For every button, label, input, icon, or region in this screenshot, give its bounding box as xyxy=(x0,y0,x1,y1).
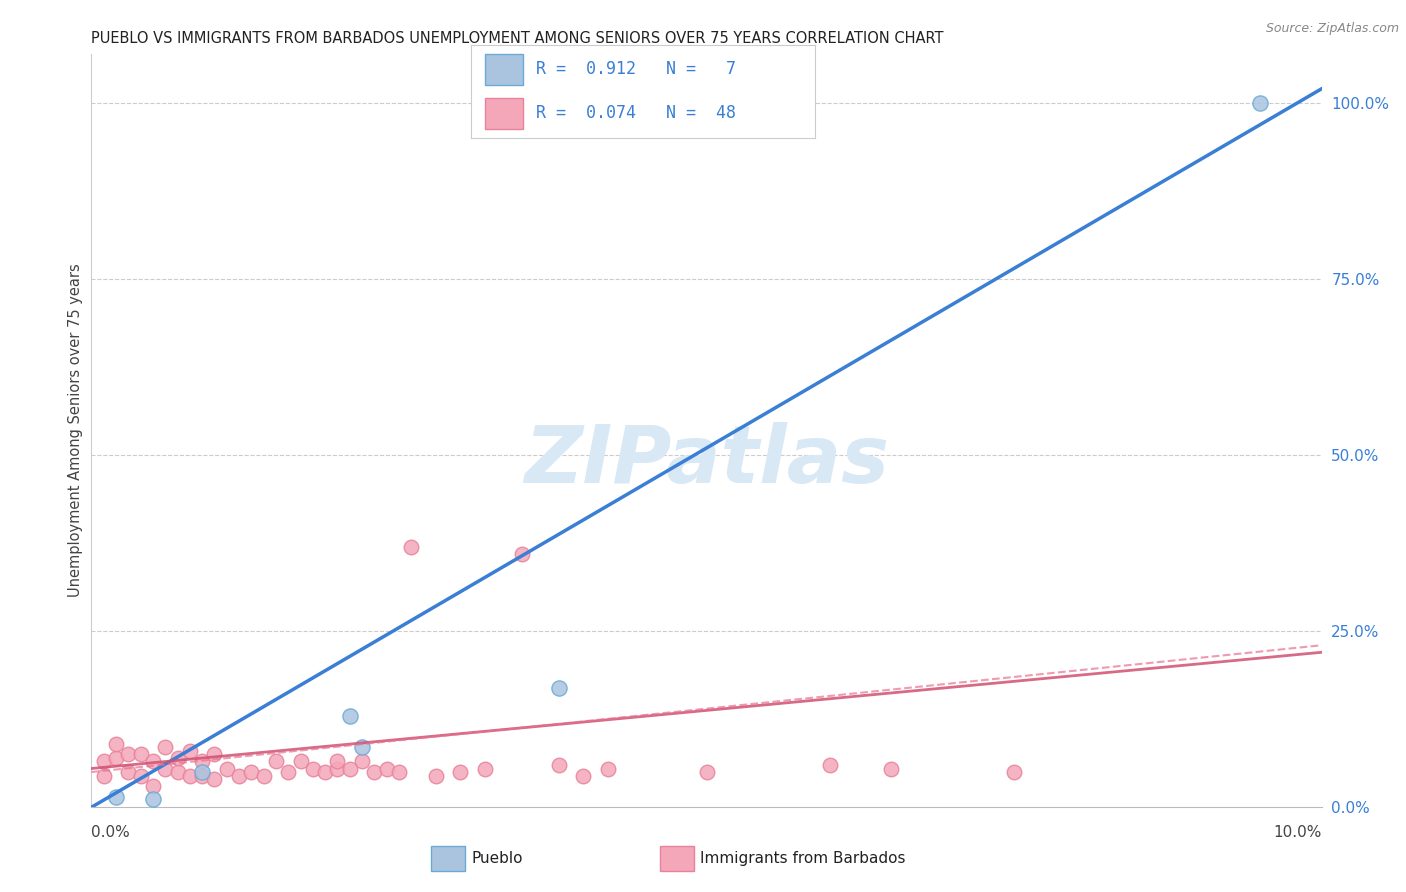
Point xyxy=(264,755,287,769)
Text: R =  0.074   N =  48: R = 0.074 N = 48 xyxy=(537,104,737,122)
Point xyxy=(93,755,115,769)
Point xyxy=(179,744,201,758)
Point xyxy=(474,762,496,776)
Point xyxy=(117,747,139,762)
Point xyxy=(191,755,214,769)
Text: PUEBLO VS IMMIGRANTS FROM BARBADOS UNEMPLOYMENT AMONG SENIORS OVER 75 YEARS CORR: PUEBLO VS IMMIGRANTS FROM BARBADOS UNEMP… xyxy=(91,31,943,46)
Point xyxy=(352,740,374,755)
Point xyxy=(202,747,225,762)
Y-axis label: Unemployment Among Seniors over 75 years: Unemployment Among Seniors over 75 years xyxy=(67,263,83,598)
Text: 0.0%: 0.0% xyxy=(91,825,131,839)
Point xyxy=(1249,95,1271,110)
Point xyxy=(352,755,374,769)
Point xyxy=(191,765,214,780)
Point xyxy=(301,762,323,776)
Point xyxy=(191,768,214,782)
Point xyxy=(129,747,152,762)
Point xyxy=(105,751,127,765)
FancyBboxPatch shape xyxy=(485,54,523,85)
Point xyxy=(142,792,165,806)
Point xyxy=(93,768,115,782)
Point xyxy=(277,765,299,780)
Text: Pueblo: Pueblo xyxy=(471,851,523,866)
Point xyxy=(166,751,188,765)
FancyBboxPatch shape xyxy=(430,847,465,871)
Point xyxy=(596,762,619,776)
Point xyxy=(399,540,422,554)
Point xyxy=(215,762,238,776)
Point xyxy=(547,758,569,772)
Text: ZIPatlas: ZIPatlas xyxy=(524,422,889,500)
Point xyxy=(142,779,165,793)
Point xyxy=(202,772,225,786)
Point xyxy=(252,768,274,782)
Text: Immigrants from Barbados: Immigrants from Barbados xyxy=(700,851,905,866)
Point xyxy=(228,768,250,782)
Point xyxy=(388,765,411,780)
FancyBboxPatch shape xyxy=(485,98,523,129)
Point xyxy=(105,789,127,804)
Text: 10.0%: 10.0% xyxy=(1274,825,1322,839)
Point xyxy=(375,762,398,776)
Point xyxy=(179,768,201,782)
Point xyxy=(153,740,177,755)
Point xyxy=(1002,765,1025,780)
Point xyxy=(326,755,349,769)
Point xyxy=(129,768,152,782)
Point xyxy=(326,762,349,776)
Text: Source: ZipAtlas.com: Source: ZipAtlas.com xyxy=(1265,22,1399,36)
Point xyxy=(142,755,165,769)
Point xyxy=(240,765,263,780)
Point xyxy=(105,737,127,751)
Point xyxy=(695,765,717,780)
Point xyxy=(510,547,533,561)
Point xyxy=(363,765,385,780)
Point xyxy=(339,762,361,776)
Point xyxy=(166,765,188,780)
Point xyxy=(314,765,336,780)
Point xyxy=(425,768,447,782)
Point xyxy=(449,765,471,780)
Text: R =  0.912   N =   7: R = 0.912 N = 7 xyxy=(537,60,737,78)
Point xyxy=(572,768,595,782)
Point xyxy=(290,755,312,769)
FancyBboxPatch shape xyxy=(659,847,693,871)
Point xyxy=(117,765,139,780)
Point xyxy=(339,708,361,723)
Point xyxy=(153,762,177,776)
Point xyxy=(880,762,903,776)
Point xyxy=(818,758,841,772)
Point xyxy=(547,681,569,695)
